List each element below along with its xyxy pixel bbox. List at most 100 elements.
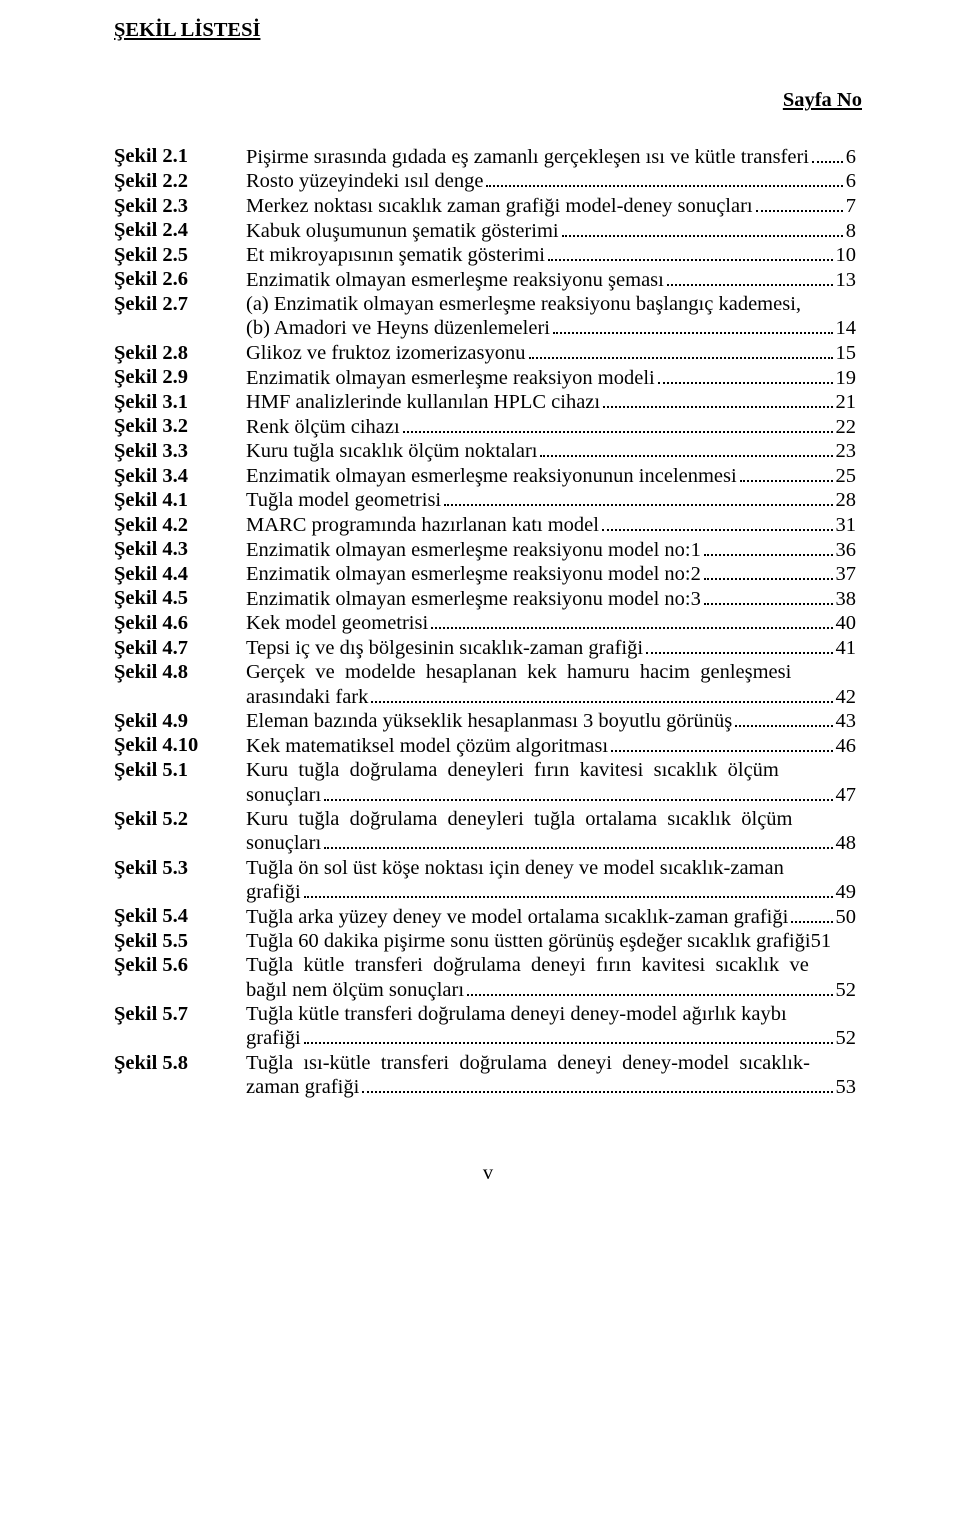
figure-text: HMF analizlerinde kullanılan HPLC cihazı bbox=[246, 390, 600, 414]
figure-label: Şekil 4.7 bbox=[114, 636, 246, 660]
leader-dots bbox=[444, 488, 832, 506]
figure-line: Tuğla 60 dakika pişirme sonu üstten görü… bbox=[246, 929, 856, 953]
figure-text: Tuğla model geometrisi bbox=[246, 488, 441, 512]
list-of-figures-heading: ŞEKİL LİSTESİ bbox=[114, 18, 862, 42]
figure-label: Şekil 2.4 bbox=[114, 218, 246, 242]
page-number: v bbox=[114, 1161, 862, 1185]
figure-description: Tuğla kütle transferi doğrulama deneyi d… bbox=[246, 1002, 856, 1051]
figure-line: Kuru tuğla doğrulama deneyleri tuğla ort… bbox=[246, 807, 856, 831]
figure-entry: Şekil 2.7(a) Enzimatik olmayan esmerleşm… bbox=[114, 292, 862, 341]
figure-text: Kabuk oluşumunun şematik gösterimi bbox=[246, 219, 559, 243]
figure-text: bağıl nem ölçüm sonuçları bbox=[246, 978, 464, 1002]
leader-dots bbox=[602, 513, 833, 531]
figure-line: Kuru tuğla sıcaklık ölçüm noktaları 23 bbox=[246, 439, 856, 464]
figure-line: Et mikroyapısının şematik gösterimi 10 bbox=[246, 243, 856, 268]
figure-label: Şekil 3.3 bbox=[114, 439, 246, 463]
figure-text: arasındaki fark bbox=[246, 685, 368, 709]
figure-description: Enzimatik olmayan esmerleşme reaksiyonu … bbox=[246, 537, 856, 562]
figure-text: Enzimatik olmayan esmerleşme reaksiyon m… bbox=[246, 366, 655, 390]
figure-entry: Şekil 5.1Kuru tuğla doğrulama deneyleri … bbox=[114, 758, 862, 807]
leader-dots bbox=[611, 733, 832, 751]
figure-text: Enzimatik olmayan esmerleşme reaksiyonu … bbox=[246, 562, 701, 586]
figure-line: Eleman bazında yükseklik hesaplanması 3 … bbox=[246, 709, 856, 734]
figure-line: Tuğla kütle transferi doğrulama deneyi f… bbox=[246, 953, 856, 977]
figure-page: 36 bbox=[836, 538, 857, 562]
leader-dots bbox=[735, 709, 832, 727]
figure-description: Tuğla arka yüzey deney ve model ortalama… bbox=[246, 904, 856, 929]
figure-text: Eleman bazında yükseklik hesaplanması 3 … bbox=[246, 709, 732, 733]
figure-line: (a) Enzimatik olmayan esmerleşme reaksiy… bbox=[246, 292, 856, 316]
leader-dots bbox=[486, 169, 842, 187]
figure-entry: Şekil 2.9Enzimatik olmayan esmerleşme re… bbox=[114, 365, 862, 390]
figure-text: Kuru tuğla doğrulama deneyleri tuğla ort… bbox=[246, 807, 793, 831]
figure-line: Enzimatik olmayan esmerleşme reaksiyon m… bbox=[246, 365, 856, 390]
figure-description: Tuğla ön sol üst köşe noktası için deney… bbox=[246, 856, 856, 905]
figure-description: Enzimatik olmayan esmerleşme reaksiyonun… bbox=[246, 464, 856, 489]
figure-page: 38 bbox=[836, 587, 857, 611]
page-no-label: Sayfa No bbox=[114, 88, 862, 112]
figure-description: Enzimatik olmayan esmerleşme reaksiyonu … bbox=[246, 267, 856, 292]
figure-label: Şekil 4.2 bbox=[114, 513, 246, 537]
figure-entry: Şekil 2.4Kabuk oluşumunun şematik göster… bbox=[114, 218, 862, 243]
figure-page: 49 bbox=[836, 880, 857, 904]
figure-page: 15 bbox=[836, 341, 857, 365]
figure-entry: Şekil 5.5Tuğla 60 dakika pişirme sonu üs… bbox=[114, 929, 862, 953]
figure-label: Şekil 2.2 bbox=[114, 169, 246, 193]
figure-line: Enzimatik olmayan esmerleşme reaksiyonu … bbox=[246, 267, 856, 292]
figure-line: grafiği 52 bbox=[246, 1026, 856, 1051]
leader-dots bbox=[371, 684, 832, 702]
figure-entry: Şekil 5.6Tuğla kütle transferi doğrulama… bbox=[114, 953, 862, 1002]
figure-entry: Şekil 4.5Enzimatik olmayan esmerleşme re… bbox=[114, 586, 862, 611]
figure-text: (a) Enzimatik olmayan esmerleşme reaksiy… bbox=[246, 292, 801, 316]
figure-entry: Şekil 4.2MARC programında hazırlanan kat… bbox=[114, 513, 862, 538]
leader-dots bbox=[603, 390, 832, 408]
leader-dots bbox=[431, 611, 832, 629]
figure-line: Merkez noktası sıcaklık zaman grafiği mo… bbox=[246, 194, 856, 219]
figure-page: 48 bbox=[836, 831, 857, 855]
leader-dots bbox=[362, 1075, 832, 1093]
figure-line: sonuçları 47 bbox=[246, 782, 856, 807]
figure-description: Rosto yüzeyindeki ısıl denge 6 bbox=[246, 169, 856, 194]
figure-text: Tuğla kütle transferi doğrulama deneyi f… bbox=[246, 953, 809, 977]
figure-text: Enzimatik olmayan esmerleşme reaksiyonu … bbox=[246, 538, 701, 562]
figure-page: 7 bbox=[846, 194, 856, 218]
figure-page: 52 bbox=[836, 1026, 857, 1050]
leader-dots bbox=[704, 586, 833, 604]
figure-text: (b) Amadori ve Heyns düzenlemeleri bbox=[246, 316, 550, 340]
figure-line: Enzimatik olmayan esmerleşme reaksiyonun… bbox=[246, 464, 856, 489]
figure-line: Tuğla kütle transferi doğrulama deneyi d… bbox=[246, 1002, 856, 1026]
figure-line: Rosto yüzeyindeki ısıl denge 6 bbox=[246, 169, 856, 194]
leader-dots bbox=[704, 537, 833, 555]
figure-page: 19 bbox=[836, 366, 857, 390]
figure-entry: Şekil 3.4Enzimatik olmayan esmerleşme re… bbox=[114, 464, 862, 489]
figure-text: sonuçları bbox=[246, 831, 321, 855]
leader-dots bbox=[553, 316, 833, 334]
leader-dots bbox=[304, 1026, 833, 1044]
figure-text: Enzimatik olmayan esmerleşme reaksiyonu … bbox=[246, 268, 664, 292]
figure-text: Merkez noktası sıcaklık zaman grafiği mo… bbox=[246, 194, 753, 218]
figure-line: Tepsi iç ve dış bölgesinin sıcaklık-zama… bbox=[246, 636, 856, 661]
figure-line: Tuğla ısı-kütle transferi doğrulama dene… bbox=[246, 1051, 856, 1075]
figure-label: Şekil 4.3 bbox=[114, 537, 246, 561]
figure-label: Şekil 4.4 bbox=[114, 562, 246, 586]
figure-page: 52 bbox=[836, 978, 857, 1002]
figure-page: 41 bbox=[836, 636, 857, 660]
figure-label: Şekil 3.2 bbox=[114, 414, 246, 438]
figure-label: Şekil 3.4 bbox=[114, 464, 246, 488]
figure-description: Eleman bazında yükseklik hesaplanması 3 … bbox=[246, 709, 856, 734]
leader-dots bbox=[791, 904, 832, 922]
leader-dots bbox=[529, 341, 833, 359]
figure-page: 10 bbox=[836, 243, 857, 267]
figure-entry: Şekil 2.8Glikoz ve fruktoz izomerizasyon… bbox=[114, 341, 862, 366]
figure-label: Şekil 5.5 bbox=[114, 929, 246, 953]
figure-page: 14 bbox=[836, 316, 857, 340]
figure-line: Kek model geometrisi 40 bbox=[246, 611, 856, 636]
figure-description: Renk ölçüm cihazı 22 bbox=[246, 414, 856, 439]
figure-description: Enzimatik olmayan esmerleşme reaksiyon m… bbox=[246, 365, 856, 390]
figure-entry: Şekil 2.6Enzimatik olmayan esmerleşme re… bbox=[114, 267, 862, 292]
figure-label: Şekil 4.1 bbox=[114, 488, 246, 512]
figure-label: Şekil 5.8 bbox=[114, 1051, 246, 1075]
figure-page: 40 bbox=[836, 611, 857, 635]
figure-page: 42 bbox=[836, 685, 857, 709]
figure-entry: Şekil 4.3Enzimatik olmayan esmerleşme re… bbox=[114, 537, 862, 562]
